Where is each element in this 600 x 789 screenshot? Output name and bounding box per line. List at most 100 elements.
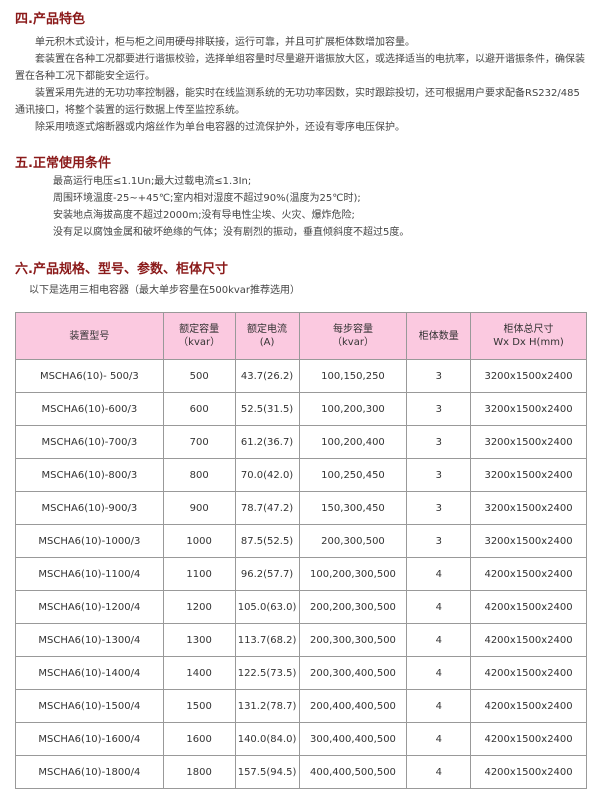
table-cell: 3 <box>406 425 472 459</box>
table-cell: 52.5(31.5) <box>234 392 300 426</box>
table-cell: 4 <box>406 656 472 690</box>
paragraph: 单元积木式设计，柜与柜之间用硬母排联接，运行可靠，并且可扩展柜体数增加容量。 <box>35 37 415 48</box>
table-row: MSCHA6(10)-600/3 600 52.5(31.5) 100,200,300… <box>15 392 587 426</box>
table-cell: MSCHA6(10)-1000/3 <box>15 524 164 558</box>
table-cell: 3200x1500x2400 <box>470 491 587 525</box>
table-cell: 100,200,300,500 <box>298 557 408 591</box>
header-text: 额定容量 <box>179 324 220 335</box>
table-cell: 1100 <box>162 557 236 591</box>
column-header: 每步容量 （kvar） <box>298 312 408 360</box>
condition-line: 周围环境温度-25~+45℃;室内相对湿度不超过90%(温度为25℃时); <box>53 193 361 204</box>
section6-note: 以下是选用三相电容器（最大单步容量在500kvar推荐选用） <box>29 285 301 296</box>
table-cell: MSCHA6(10)-1500/4 <box>15 689 164 723</box>
table-cell: MSCHA6(10)-900/3 <box>15 491 164 525</box>
table-cell: 150,300,450 <box>298 491 408 525</box>
table-row: MSCHA6(10)-1600/4 1600 140.0(84.0) 300,400,… <box>15 722 587 756</box>
condition-line: 安装地点海拔高度不超过2000m;没有导电性尘埃、火灾、爆炸危险; <box>53 210 355 221</box>
table-row: MSCHA6(10)-1800/4 1800 157.5(94.5) 400,400,… <box>15 755 587 789</box>
table-cell: 4200x1500x2400 <box>470 722 587 756</box>
table-row: MSCHA6(10)-800/3 800 70.0(42.0) 100,250,450… <box>15 458 587 492</box>
table-cell: MSCHA6(10)- 500/3 <box>15 359 164 393</box>
section5-title: 五.正常使用条件 <box>15 156 111 171</box>
table-cell: 4200x1500x2400 <box>470 755 587 789</box>
table-cell: 157.5(94.5) <box>234 755 300 789</box>
spec-table: 装置型号 额定容量 （kvar） 额定电流 (A) 每步容量 （kvar） 柜体数量 柜体总尺寸… <box>15 312 587 789</box>
table-cell: 131.2(78.7) <box>234 689 300 723</box>
table-cell: 113.7(68.2) <box>234 623 300 657</box>
column-header: 装置型号 <box>15 312 164 360</box>
table-cell: 200,400,400,500 <box>298 689 408 723</box>
table-cell: 600 <box>162 392 236 426</box>
table-cell: 1300 <box>162 623 236 657</box>
table-cell: 200,200,300,500 <box>298 590 408 624</box>
table-cell: 3 <box>406 458 472 492</box>
table-cell: 1400 <box>162 656 236 690</box>
table-cell: 4200x1500x2400 <box>470 623 587 657</box>
paragraph: 套装置在各种工况都要进行谐振校验，选择单组容量时尽量避开谐振放大区，或选择适当的… <box>15 54 585 82</box>
table-cell: 4200x1500x2400 <box>470 689 587 723</box>
header-text: 额定电流 <box>247 324 288 335</box>
section5-body: 最高运行电压≤1.1Un;最大过载电流≤1.3In; 周围环境温度-25~+45… <box>15 173 585 241</box>
table-cell: MSCHA6(10)-800/3 <box>15 458 164 492</box>
table-row: MSCHA6(10)-900/3 900 78.7(47.2) 150,300,450… <box>15 491 587 525</box>
table-cell: 800 <box>162 458 236 492</box>
document-page: 四.产品特色 单元积木式设计，柜与柜之间用硬母排联接，运行可靠，并且可扩展柜体数… <box>15 12 587 789</box>
table-cell: 4 <box>406 689 472 723</box>
column-header: 额定电流 (A) <box>234 312 300 360</box>
table-cell: 300,400,400,500 <box>298 722 408 756</box>
table-cell: 4 <box>406 623 472 657</box>
table-cell: 3200x1500x2400 <box>470 392 587 426</box>
table-cell: 700 <box>162 425 236 459</box>
paragraph: 除采用喷逐式熔断器或内熔丝作为单台电容器的过流保护外，还设有零序电压保护。 <box>35 122 405 133</box>
table-cell: MSCHA6(10)-600/3 <box>15 392 164 426</box>
table-cell: 100,200,400 <box>298 425 408 459</box>
table-cell: 400,400,500,500 <box>298 755 408 789</box>
table-cell: 70.0(42.0) <box>234 458 300 492</box>
table-cell: 78.7(47.2) <box>234 491 300 525</box>
table-cell: 4 <box>406 557 472 591</box>
table-cell: 900 <box>162 491 236 525</box>
header-text: 装置型号 <box>69 330 110 342</box>
table-cell: 87.5(52.5) <box>234 524 300 558</box>
header-text: 柜体总尺寸 <box>503 324 554 335</box>
column-header: 额定容量 （kvar） <box>162 312 236 360</box>
table-cell: 3200x1500x2400 <box>470 359 587 393</box>
table-row: MSCHA6(10)-1200/4 1200 105.0(63.0) 200,200,… <box>15 590 587 624</box>
table-row: MSCHA6(10)-700/3 700 61.2(36.7) 100,200,400… <box>15 425 587 459</box>
header-text: （kvar） <box>178 337 221 348</box>
table-cell: 3 <box>406 524 472 558</box>
table-cell: 100,150,250 <box>298 359 408 393</box>
table-cell: 3 <box>406 491 472 525</box>
table-cell: MSCHA6(10)-1800/4 <box>15 755 164 789</box>
table-cell: 43.7(26.2) <box>234 359 300 393</box>
header-text: 每步容量 <box>332 324 373 335</box>
table-cell: MSCHA6(10)-1100/4 <box>15 557 164 591</box>
table-cell: 4 <box>406 755 472 789</box>
section4-body: 单元积木式设计，柜与柜之间用硬母排联接，运行可靠，并且可扩展柜体数增加容量。 套… <box>15 34 585 136</box>
table-cell: 1500 <box>162 689 236 723</box>
table-cell: 1000 <box>162 524 236 558</box>
table-row: MSCHA6(10)-1300/4 1300 113.7(68.2) 200,300,… <box>15 623 587 657</box>
paragraph: 装置采用先进的无功功率控制器，能实时在线监测系统的无功功率因数，实时跟踪投切，还… <box>15 88 580 116</box>
header-text: （kvar） <box>332 337 374 348</box>
condition-line: 最高运行电压≤1.1Un;最大过载电流≤1.3In; <box>53 176 252 187</box>
table-cell: 100,200,300 <box>298 392 408 426</box>
table-cell: 100,250,450 <box>298 458 408 492</box>
table-cell: 3200x1500x2400 <box>470 458 587 492</box>
header-text: 柜体数量 <box>418 330 459 342</box>
table-cell: 96.2(57.7) <box>234 557 300 591</box>
table-cell: 3200x1500x2400 <box>470 425 587 459</box>
table-cell: 3200x1500x2400 <box>470 524 587 558</box>
table-row: MSCHA6(10)-1100/4 1100 96.2(57.7) 100,200,3… <box>15 557 587 591</box>
table-row: MSCHA6(10)-1000/3 1000 87.5(52.5) 200,300,5… <box>15 524 587 558</box>
table-cell: MSCHA6(10)-1200/4 <box>15 590 164 624</box>
table-cell: 61.2(36.7) <box>234 425 300 459</box>
table-cell: MSCHA6(10)-1600/4 <box>15 722 164 756</box>
table-row: MSCHA6(10)- 500/3 500 43.7(26.2) 100,150,25… <box>15 359 587 393</box>
table-cell: 1600 <box>162 722 236 756</box>
table-cell: MSCHA6(10)-1400/4 <box>15 656 164 690</box>
table-cell: 4200x1500x2400 <box>470 590 587 624</box>
table-cell: 4 <box>406 590 472 624</box>
table-cell: 1800 <box>162 755 236 789</box>
table-cell: 3 <box>406 359 472 393</box>
